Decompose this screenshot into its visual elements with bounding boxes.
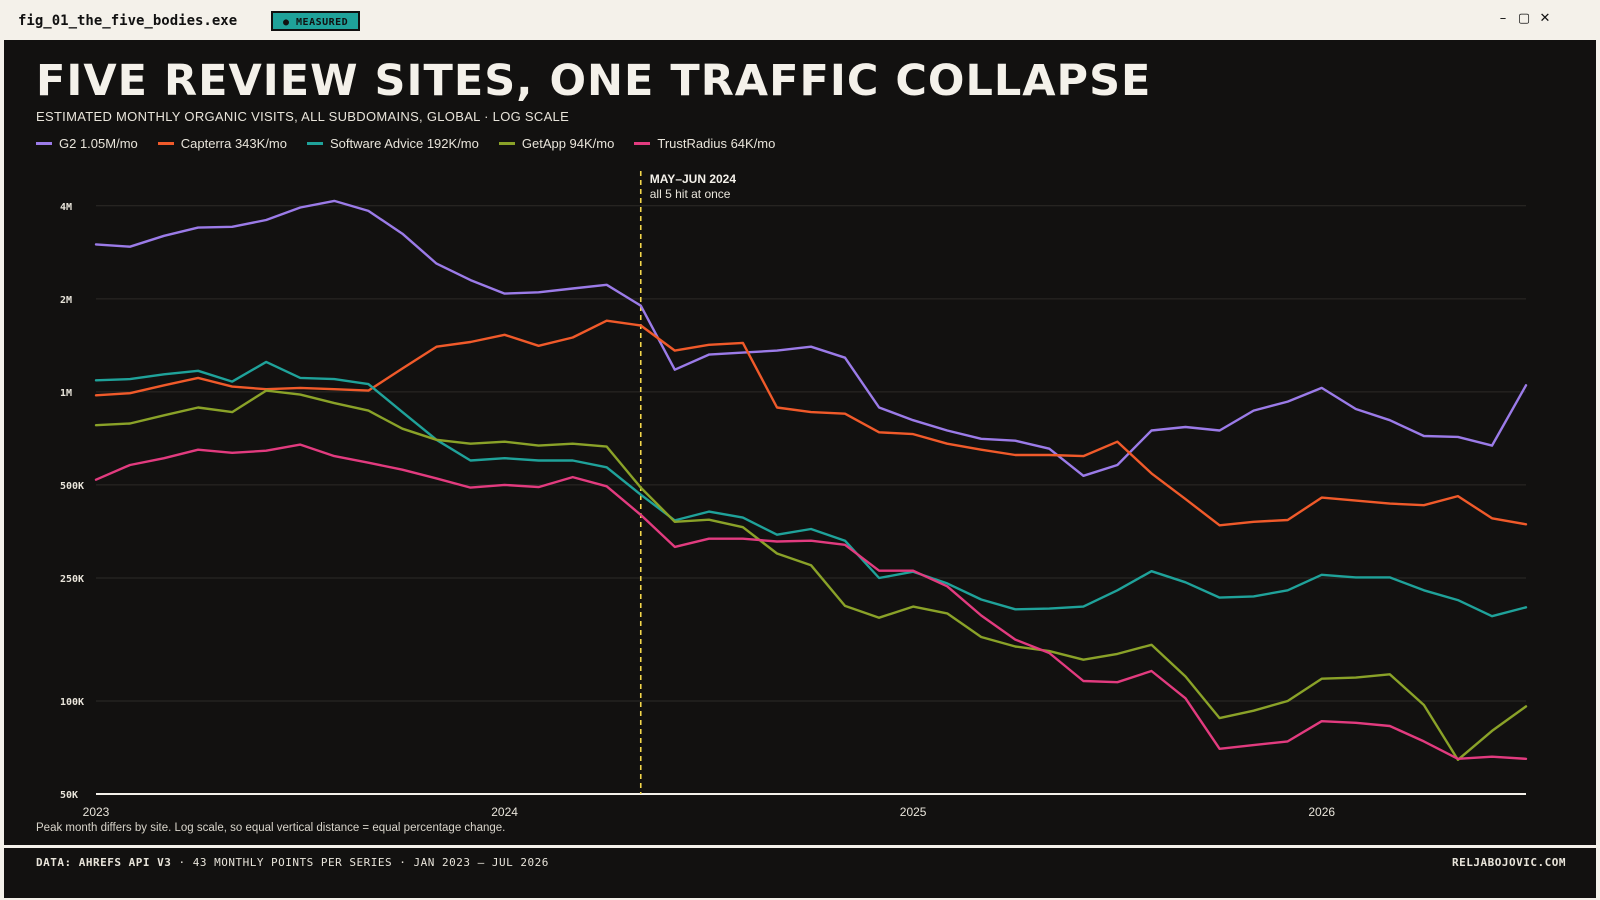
y-tick-label: 4M	[60, 202, 72, 213]
legend-item-g2: G2 1.05M/mo	[36, 136, 138, 151]
x-tick-label: 2024	[491, 805, 518, 819]
line-chart: 50K 100K 250K 500K 1M 2M 4M 2023 2024 2025 2026 MA…	[60, 171, 1528, 819]
chart-subtitle: ESTIMATED MONTHLY ORGANIC VISITS, ALL SU…	[36, 109, 570, 124]
legend-swatch-trustradius	[634, 142, 651, 145]
chart-legend: G2 1.05M/mo Capterra 343K/mo Software Ad…	[36, 136, 775, 151]
legend-item-capterra: Capterra 343K/mo	[157, 136, 287, 151]
y-tick-label: 500K	[60, 481, 84, 492]
maximize-button[interactable]: ▢	[1517, 11, 1531, 26]
x-tick-label: 2023	[83, 805, 110, 819]
annotation-text: all 5 hit at once	[650, 187, 731, 201]
series-line-getapp	[94, 389, 1528, 761]
legend-label-trustradius: TrustRadius 64K/mo	[657, 136, 776, 151]
footer-divider	[4, 845, 1596, 848]
legend-swatch-software-advice	[307, 142, 323, 145]
minimize-button[interactable]: –	[1499, 11, 1507, 26]
close-button[interactable]: ✕	[1539, 11, 1551, 26]
chart-footnote: Peak month differs by site. Log scale, s…	[36, 822, 506, 834]
chart-axes: 50K 100K 250K 500K 1M 2M 4M 2023 2024 2025 2026	[60, 202, 1526, 819]
data-source: DATA: AHREFS API V3 · 43 MONTHLY POINTS …	[36, 856, 549, 869]
chart-title: FIVE REVIEW SITES, ONE TRAFFIC COLLAPSE	[36, 56, 1152, 106]
credit-link[interactable]: RELJABOJOVIC.COM	[1452, 856, 1566, 869]
legend-label-g2: G2 1.05M/mo	[59, 136, 138, 151]
legend-label-getapp: GetApp 94K/mo	[521, 136, 615, 151]
legend-label-capterra: Capterra 343K/mo	[180, 136, 287, 151]
y-tick-label: 2M	[60, 295, 72, 306]
y-tick-label: 50K	[60, 790, 78, 801]
x-tick-label: 2026	[1308, 805, 1335, 819]
chart-series	[94, 199, 1528, 761]
series-line-capterra	[94, 319, 1528, 527]
status-badge: ● MEASURED	[271, 11, 361, 31]
x-tick-label: 2025	[900, 805, 927, 819]
legend-swatch-getapp	[498, 142, 515, 145]
window-titlebar: fig_01_the_five_bodies.exe ● MEASURED – …	[0, 0, 1600, 40]
y-tick-label: 1M	[60, 388, 72, 399]
legend-item-software-advice: Software Advice 192K/mo	[307, 136, 479, 151]
annotation-label: MAY–JUN 2024	[650, 172, 737, 186]
chart-panel: FIVE REVIEW SITES, ONE TRAFFIC COLLAPSE …	[4, 40, 1596, 898]
data-source-name: DATA: AHREFS API V3	[36, 856, 172, 869]
series-line-software-advice	[94, 360, 1528, 618]
window-title: fig_01_the_five_bodies.exe	[18, 13, 238, 29]
legend-item-getapp: GetApp 94K/mo	[498, 136, 615, 151]
legend-swatch-capterra	[157, 142, 174, 145]
legend-item-trustradius: TrustRadius 64K/mo	[634, 136, 775, 151]
legend-swatch-g2	[36, 142, 52, 145]
y-tick-label: 100K	[60, 697, 84, 708]
chart-grid	[96, 205, 1526, 702]
y-tick-label: 250K	[60, 574, 84, 585]
series-line-trustradius	[94, 443, 1528, 760]
legend-label-software-advice: Software Advice 192K/mo	[330, 136, 479, 151]
series-line-g2	[94, 199, 1528, 477]
data-source-detail: · 43 MONTHLY POINTS PER SERIES · JAN 202…	[171, 856, 549, 869]
